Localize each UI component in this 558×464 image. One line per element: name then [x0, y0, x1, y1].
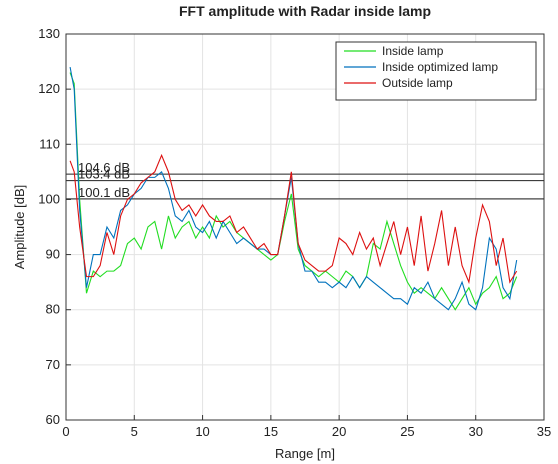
x-tick-label: 35 [537, 424, 551, 439]
threshold-label: 100.1 dB [78, 185, 130, 200]
x-tick-label: 0 [62, 424, 69, 439]
legend-label: Outside lamp [382, 76, 453, 90]
y-tick-label: 120 [38, 81, 60, 96]
legend: Inside lamp Inside optimized lamp Outside … [335, 41, 537, 101]
legend-label: Inside lamp [382, 44, 444, 58]
series-line [69, 72, 518, 311]
x-tick-label: 20 [332, 424, 346, 439]
y-tick-label: 130 [38, 26, 60, 41]
legend-label: Inside optimized lamp [382, 60, 498, 74]
x-tick-label: 15 [264, 424, 278, 439]
plot-frame [65, 33, 545, 421]
y-tick-label: 70 [46, 357, 60, 372]
y-axis-label: Amplitude [dB] [12, 185, 27, 270]
y-tick-label: 110 [39, 136, 60, 151]
threshold-label: 104.6 dB [78, 160, 130, 175]
x-tick-label: 30 [468, 424, 482, 439]
x-tick-label: 5 [131, 424, 138, 439]
x-tick-label: 10 [195, 424, 209, 439]
y-tick-label: 80 [46, 302, 60, 317]
x-axis-label: Range [m] [275, 446, 335, 461]
y-tick-label: 60 [46, 412, 60, 427]
legend-box [335, 41, 537, 101]
threshold-label: 103.4 dB [78, 167, 130, 182]
series-line [69, 153, 518, 285]
y-tick-label: 90 [46, 247, 60, 262]
chart-title: FFT amplitude with Radar inside lamp [179, 3, 431, 19]
y-tick-label: 100 [38, 191, 60, 206]
x-tick-label: 25 [400, 424, 414, 439]
